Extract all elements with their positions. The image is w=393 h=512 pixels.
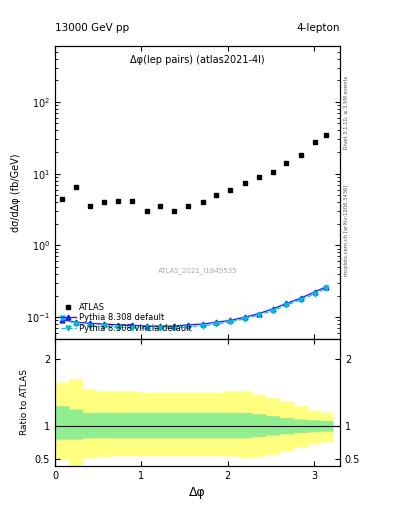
Pythia 8.308 default xyxy=(299,295,303,301)
Pythia 8.308 vincia default xyxy=(284,302,289,308)
X-axis label: Δφ: Δφ xyxy=(189,486,206,499)
Pythia 8.308 default xyxy=(73,319,78,325)
Pythia 8.308 default xyxy=(270,306,275,312)
Pythia 8.308 vincia default xyxy=(102,324,107,330)
ATLAS xyxy=(60,196,64,202)
Pythia 8.308 vincia default xyxy=(158,325,163,331)
Pythia 8.308 vincia default xyxy=(299,296,303,303)
Pythia 8.308 vincia default xyxy=(312,291,317,297)
ATLAS xyxy=(299,152,303,158)
ATLAS xyxy=(172,208,176,214)
ATLAS xyxy=(312,138,317,144)
Pythia 8.308 default xyxy=(158,323,163,329)
Y-axis label: Ratio to ATLAS: Ratio to ATLAS xyxy=(20,369,29,435)
Text: ATLAS_2021_I1849535: ATLAS_2021_I1849535 xyxy=(158,268,237,274)
Pythia 8.308 vincia default xyxy=(60,315,64,321)
Pythia 8.308 default xyxy=(324,284,329,290)
Text: 13000 GeV pp: 13000 GeV pp xyxy=(55,23,129,33)
Pythia 8.308 default xyxy=(172,323,176,329)
Pythia 8.308 vincia default xyxy=(185,324,190,330)
Pythia 8.308 default xyxy=(200,321,205,327)
Pythia 8.308 vincia default xyxy=(228,319,233,325)
ATLAS xyxy=(228,186,233,193)
Text: mcplots.cern.ch [arXiv:1306.3436]: mcplots.cern.ch [arXiv:1306.3436] xyxy=(344,185,349,276)
ATLAS xyxy=(242,180,247,186)
Text: 4-lepton: 4-lepton xyxy=(296,23,340,33)
Pythia 8.308 vincia default xyxy=(73,321,78,327)
ATLAS xyxy=(214,192,219,198)
Line: ATLAS: ATLAS xyxy=(59,132,329,214)
Pythia 8.308 vincia default xyxy=(214,321,219,327)
Pythia 8.308 vincia default xyxy=(130,325,134,331)
Pythia 8.308 vincia default xyxy=(256,312,261,318)
Pythia 8.308 default xyxy=(130,322,134,328)
Pythia 8.308 default xyxy=(284,301,289,307)
ATLAS xyxy=(73,184,78,190)
Pythia 8.308 default xyxy=(185,322,190,328)
ATLAS xyxy=(324,132,329,138)
Pythia 8.308 vincia default xyxy=(270,308,275,314)
Pythia 8.308 vincia default xyxy=(324,285,329,291)
Pythia 8.308 vincia default xyxy=(242,315,247,322)
Pythia 8.308 default xyxy=(102,321,107,327)
Pythia 8.308 default xyxy=(116,322,120,328)
Pythia 8.308 default xyxy=(256,310,261,316)
ATLAS xyxy=(270,169,275,175)
ATLAS xyxy=(158,203,163,209)
ATLAS xyxy=(116,198,120,204)
Pythia 8.308 default xyxy=(87,320,92,326)
Pythia 8.308 default xyxy=(242,314,247,320)
Pythia 8.308 vincia default xyxy=(144,325,149,331)
Pythia 8.308 default xyxy=(144,323,149,329)
Pythia 8.308 vincia default xyxy=(116,324,120,330)
Pythia 8.308 vincia default xyxy=(87,323,92,329)
Pythia 8.308 default xyxy=(228,317,233,324)
ATLAS xyxy=(284,160,289,166)
ATLAS xyxy=(102,199,107,205)
Legend: ATLAS, Pythia 8.308 default, Pythia 8.308 vincia default: ATLAS, Pythia 8.308 default, Pythia 8.30… xyxy=(59,301,194,334)
Pythia 8.308 default xyxy=(60,316,64,323)
Text: Rivet 3.1.10, ≥ 3.5M events: Rivet 3.1.10, ≥ 3.5M events xyxy=(344,76,349,150)
ATLAS xyxy=(87,203,92,209)
Pythia 8.308 default xyxy=(214,319,219,325)
ATLAS xyxy=(144,208,149,214)
Pythia 8.308 vincia default xyxy=(172,325,176,331)
ATLAS xyxy=(185,203,190,209)
ATLAS xyxy=(256,174,261,180)
Pythia 8.308 vincia default xyxy=(200,323,205,329)
ATLAS xyxy=(200,199,205,205)
Y-axis label: dσ/dΔφ (fb/GeV): dσ/dΔφ (fb/GeV) xyxy=(11,153,21,231)
Line: Pythia 8.308 vincia default: Pythia 8.308 vincia default xyxy=(59,286,329,331)
Text: Δφ(lep pairs) (atlas2021-4l): Δφ(lep pairs) (atlas2021-4l) xyxy=(130,55,265,65)
Line: Pythia 8.308 default: Pythia 8.308 default xyxy=(59,284,329,329)
ATLAS xyxy=(130,198,134,204)
Pythia 8.308 default xyxy=(312,289,317,295)
